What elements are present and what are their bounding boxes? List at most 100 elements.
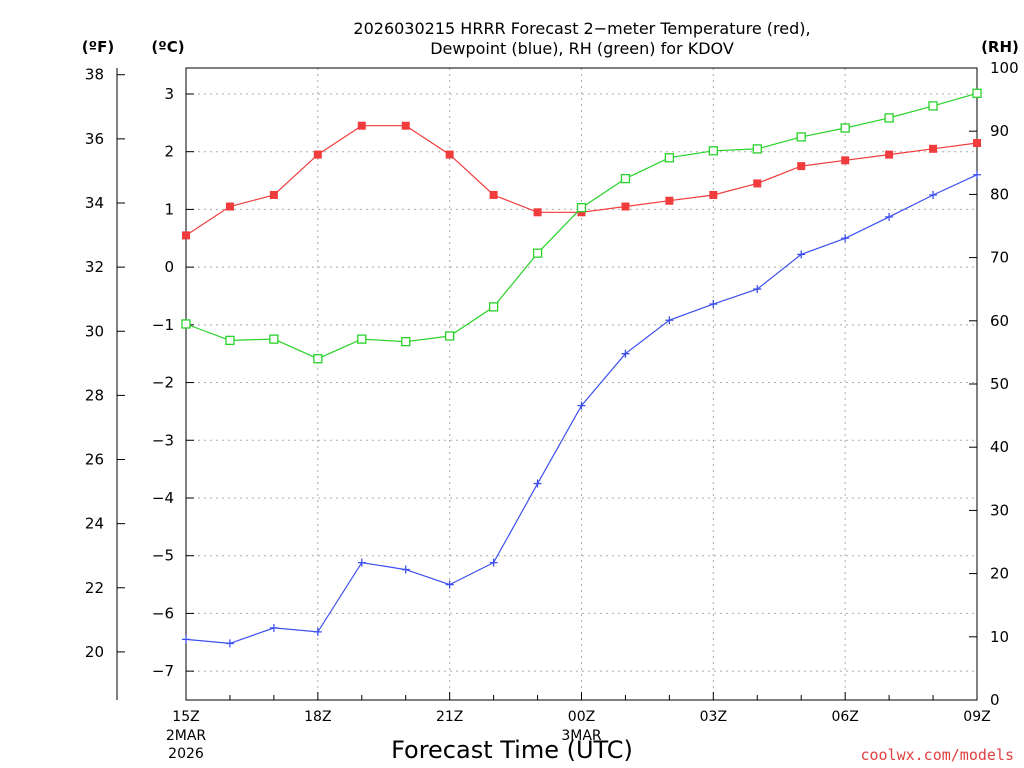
temperature-point xyxy=(533,208,542,217)
rh-point xyxy=(840,123,850,133)
temperature-point xyxy=(269,190,278,199)
rh-point xyxy=(445,331,455,341)
axes: 20222426283032343638−7−6−5−4−3−2−1012301… xyxy=(85,59,1019,762)
x-tick-label: 03Z xyxy=(700,709,727,725)
temperature-point xyxy=(885,150,894,159)
rh-point xyxy=(796,132,806,142)
temperature-point xyxy=(665,196,674,205)
fahrenheit-tick-label: 28 xyxy=(85,386,104,404)
rh-point xyxy=(532,248,543,258)
rh-point xyxy=(225,335,235,346)
rh-point xyxy=(708,146,718,156)
dewpoint-point xyxy=(269,623,278,632)
rh-tick-label: 20 xyxy=(990,565,1009,583)
rh-tick-label: 50 xyxy=(990,375,1009,393)
celsius-tick-label: −3 xyxy=(152,431,174,449)
celsius-tick-label: −4 xyxy=(152,489,174,507)
celsius-tick-label: −5 xyxy=(152,547,174,565)
celsius-tick-label: −7 xyxy=(152,662,174,680)
fahrenheit-tick-label: 32 xyxy=(85,258,104,276)
chart-title-line-1: 2026030215 HRRR Forecast 2−meter Tempera… xyxy=(353,19,810,38)
dewpoint-point xyxy=(841,234,850,243)
fahrenheit-tick-label: 34 xyxy=(85,194,104,212)
grid xyxy=(186,68,977,700)
fahrenheit-tick-label: 24 xyxy=(85,515,104,533)
dewpoint-point xyxy=(445,580,454,589)
temperature-point xyxy=(225,202,234,211)
rh-tick-label: 90 xyxy=(990,122,1009,140)
fahrenheit-tick-label: 20 xyxy=(85,643,104,661)
series xyxy=(181,88,982,648)
dewpoint-point xyxy=(357,558,366,567)
temperature-point xyxy=(973,139,981,148)
rh-tick-label: 40 xyxy=(990,438,1009,456)
x-tick-label: 21Z xyxy=(436,709,463,725)
rh-tick-label: 10 xyxy=(990,628,1009,646)
temperature-point xyxy=(929,144,938,153)
celsius-tick-label: −2 xyxy=(152,374,174,392)
temperature-point xyxy=(445,150,454,159)
rh-tick-label: 30 xyxy=(990,501,1009,519)
celsius-tick-label: 3 xyxy=(164,85,174,103)
dewpoint-point xyxy=(665,316,674,325)
dewpoint-point xyxy=(489,558,498,567)
x-tick-label: 00Z xyxy=(568,709,595,725)
rh-point xyxy=(620,173,631,184)
x-tick-label: 09Z xyxy=(963,709,990,725)
dewpoint-point xyxy=(401,565,410,574)
celsius-tick-label: 1 xyxy=(164,200,174,218)
rh-axis-label: (RH) xyxy=(981,38,1019,56)
dewpoint-point xyxy=(577,401,586,410)
temperature-point xyxy=(753,179,762,188)
temperature-point xyxy=(182,231,190,240)
rh-tick-label: 0 xyxy=(990,691,1000,709)
dewpoint-point xyxy=(533,479,542,488)
fahrenheit-tick-label: 26 xyxy=(85,451,104,469)
celsius-tick-label: 2 xyxy=(164,143,174,161)
celsius-tick-label: −6 xyxy=(152,604,174,622)
dewpoint-point xyxy=(709,300,718,309)
dewpoint-point xyxy=(621,349,630,358)
rh-point xyxy=(884,113,894,123)
x-tick-sublabel: 2026 xyxy=(168,746,204,762)
rh-point xyxy=(576,203,587,213)
temperature-point xyxy=(401,121,410,130)
temperature-point xyxy=(841,156,850,165)
dewpoint-point xyxy=(182,635,190,644)
rh-line xyxy=(185,92,978,360)
rh-point xyxy=(269,334,279,344)
dewpoint-point xyxy=(929,190,938,199)
rh-point xyxy=(972,88,982,98)
fahrenheit-axis-label: (ºF) xyxy=(82,38,114,56)
rh-tick-label: 60 xyxy=(990,312,1009,330)
x-tick-sublabel: 2MAR xyxy=(166,728,207,744)
rh-point xyxy=(488,302,499,312)
celsius-axis-label: (ºC) xyxy=(151,38,184,56)
temperature-point xyxy=(313,150,322,159)
x-tick-sublabel: 3MAR xyxy=(561,728,602,744)
rh-point xyxy=(752,144,762,154)
rh-point xyxy=(181,319,191,329)
plot-frame xyxy=(185,67,978,701)
temperature-point xyxy=(709,190,718,199)
fahrenheit-tick-label: 38 xyxy=(85,66,104,84)
rh-point xyxy=(401,337,411,347)
rh-point xyxy=(313,354,323,364)
dewpoint-point xyxy=(753,285,762,294)
temperature-point xyxy=(797,162,806,171)
rh-point xyxy=(357,334,367,344)
rh-point xyxy=(664,153,675,163)
celsius-tick-label: −1 xyxy=(152,316,174,334)
credit-text: coolwx.com/models xyxy=(860,746,1014,764)
temperature-point xyxy=(489,190,498,199)
fahrenheit-tick-label: 22 xyxy=(85,579,104,597)
rh-tick-label: 100 xyxy=(990,59,1019,77)
temperature-point xyxy=(621,202,630,211)
celsius-tick-label: 0 xyxy=(164,258,174,276)
fahrenheit-tick-label: 36 xyxy=(85,130,104,148)
x-axis-label: Forecast Time (UTC) xyxy=(391,736,633,764)
x-tick-label: 06Z xyxy=(831,709,858,725)
temperature-point xyxy=(357,121,366,130)
rh-tick-label: 80 xyxy=(990,185,1009,203)
x-tick-label: 15Z xyxy=(172,709,199,725)
